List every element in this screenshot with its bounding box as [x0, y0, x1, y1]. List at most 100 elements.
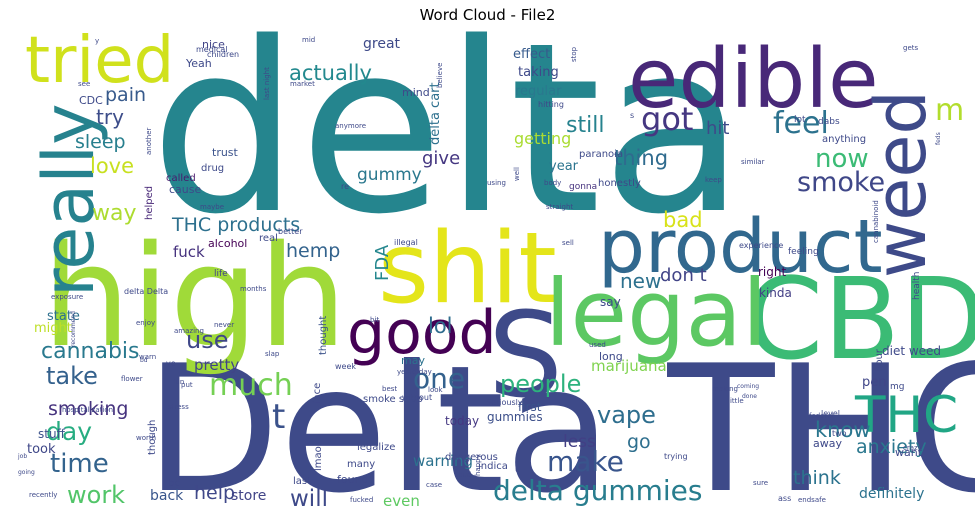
- word-warn: warn: [139, 353, 156, 361]
- word-anymore: anymore: [335, 122, 366, 130]
- word-cannabis: cannabis: [41, 339, 139, 364]
- word-medical: medical: [196, 45, 228, 54]
- word-delta-gummies: delta gummies: [493, 474, 702, 507]
- word-another: another: [145, 128, 153, 155]
- word-use: use: [186, 326, 228, 354]
- word-months: months: [240, 285, 267, 293]
- word-hemp: hemp: [286, 240, 340, 262]
- word-illegal: illegal: [394, 238, 418, 247]
- word-y: y: [95, 37, 99, 45]
- word-still: still: [566, 113, 604, 138]
- word-found: found: [337, 473, 369, 486]
- word-year: year: [549, 159, 579, 174]
- word-know: know: [815, 418, 871, 442]
- word-indica: indica: [478, 461, 508, 472]
- word-kinda: kinda: [759, 286, 792, 300]
- word-coming: coming: [737, 383, 759, 390]
- word-honestly: honestly: [598, 178, 641, 189]
- word-less: less: [563, 432, 596, 452]
- word-anything: anything: [822, 134, 866, 145]
- word-bud: bud: [458, 471, 471, 479]
- word-cause: cause: [169, 183, 201, 196]
- word-drug: drug: [201, 163, 224, 174]
- word-making: making: [712, 385, 738, 393]
- word-level: level: [821, 409, 840, 418]
- word-alcohol: alcohol: [208, 237, 247, 250]
- word-getting: getting: [514, 129, 571, 148]
- word-keep: keep: [705, 176, 722, 184]
- word-little: little: [728, 397, 744, 405]
- word-take: take: [46, 362, 98, 390]
- word-today: today: [445, 414, 479, 428]
- word-health: health: [912, 272, 922, 301]
- word-gummies: gummies: [487, 410, 543, 424]
- word-endsafe: endsafe: [798, 496, 826, 504]
- word-m: m: [935, 93, 964, 128]
- word-marijuana: marijuana: [591, 357, 667, 375]
- word-people: people: [500, 370, 581, 398]
- word-give: give: [422, 148, 460, 169]
- word-took: took: [27, 442, 56, 457]
- word-amazing: amazing: [174, 327, 204, 335]
- word-one: one: [413, 362, 465, 395]
- word-regular: regular: [515, 84, 562, 99]
- word-legal: legal: [545, 260, 768, 367]
- word-case: case: [426, 481, 442, 489]
- word-believe: believe: [436, 63, 444, 88]
- word-mind: mind: [402, 86, 430, 99]
- word-slap: slap: [265, 350, 280, 358]
- word-dabs: dabs: [818, 117, 840, 127]
- word-crazy: crazy: [903, 444, 922, 452]
- word-lol: lol: [428, 314, 453, 338]
- word-used: used: [589, 341, 606, 349]
- word-paranoia: paranoia: [579, 149, 623, 160]
- word-pretty: pretty: [194, 356, 239, 374]
- word-never: never: [214, 321, 234, 329]
- word-last-night: last night: [263, 67, 271, 100]
- word-taking: taking: [518, 65, 559, 80]
- word-smoking: smoking: [48, 398, 128, 420]
- word-body: body: [544, 179, 561, 187]
- word-thc: THC: [854, 386, 958, 444]
- word-recommend: recommend: [70, 311, 77, 347]
- word-re: re: [341, 182, 349, 191]
- word-sell: sell: [562, 239, 574, 247]
- word-called: called: [166, 173, 196, 184]
- word-federal: federal: [809, 412, 834, 420]
- word-good: good: [347, 298, 497, 368]
- word-edible: edible: [628, 32, 879, 127]
- word-without: without: [402, 393, 432, 402]
- word-delta-delta: delta Delta: [124, 287, 168, 296]
- word-seriously: Seriously: [486, 398, 523, 407]
- word-gummy: gummy: [357, 165, 422, 185]
- word-pain: pain: [105, 84, 146, 106]
- word-want: want: [895, 446, 923, 459]
- word-go: go: [627, 431, 651, 453]
- word-trying: trying: [664, 452, 688, 461]
- word-put: put: [181, 381, 193, 389]
- word-market: market: [290, 80, 315, 88]
- word-children: children: [207, 50, 239, 59]
- word-work: work: [67, 481, 125, 509]
- word-help: help: [194, 482, 235, 504]
- word-lot: lot: [794, 115, 806, 125]
- word-vape: vape: [597, 401, 656, 429]
- word-gets: gets: [903, 44, 918, 52]
- word-make: make: [547, 445, 624, 478]
- word-well: well: [513, 167, 521, 181]
- word-stress: stress: [168, 403, 189, 411]
- word-legalize: legalize: [357, 442, 395, 453]
- word-cbd: CBD: [745, 255, 975, 385]
- word-recently: recently: [29, 491, 57, 499]
- word-got: got: [641, 100, 693, 138]
- word-real: real: [259, 233, 278, 244]
- word-shit: shit: [378, 212, 557, 326]
- word-even: even: [383, 492, 420, 510]
- word-straight: straight: [546, 203, 573, 211]
- word-stuff: stuff: [38, 427, 66, 441]
- word-bc: bc: [168, 478, 180, 489]
- word-stop: stop: [570, 46, 578, 62]
- word-yesterday: yesterday: [397, 368, 432, 376]
- word-hit: hit: [706, 118, 729, 139]
- word-life: life: [214, 269, 228, 279]
